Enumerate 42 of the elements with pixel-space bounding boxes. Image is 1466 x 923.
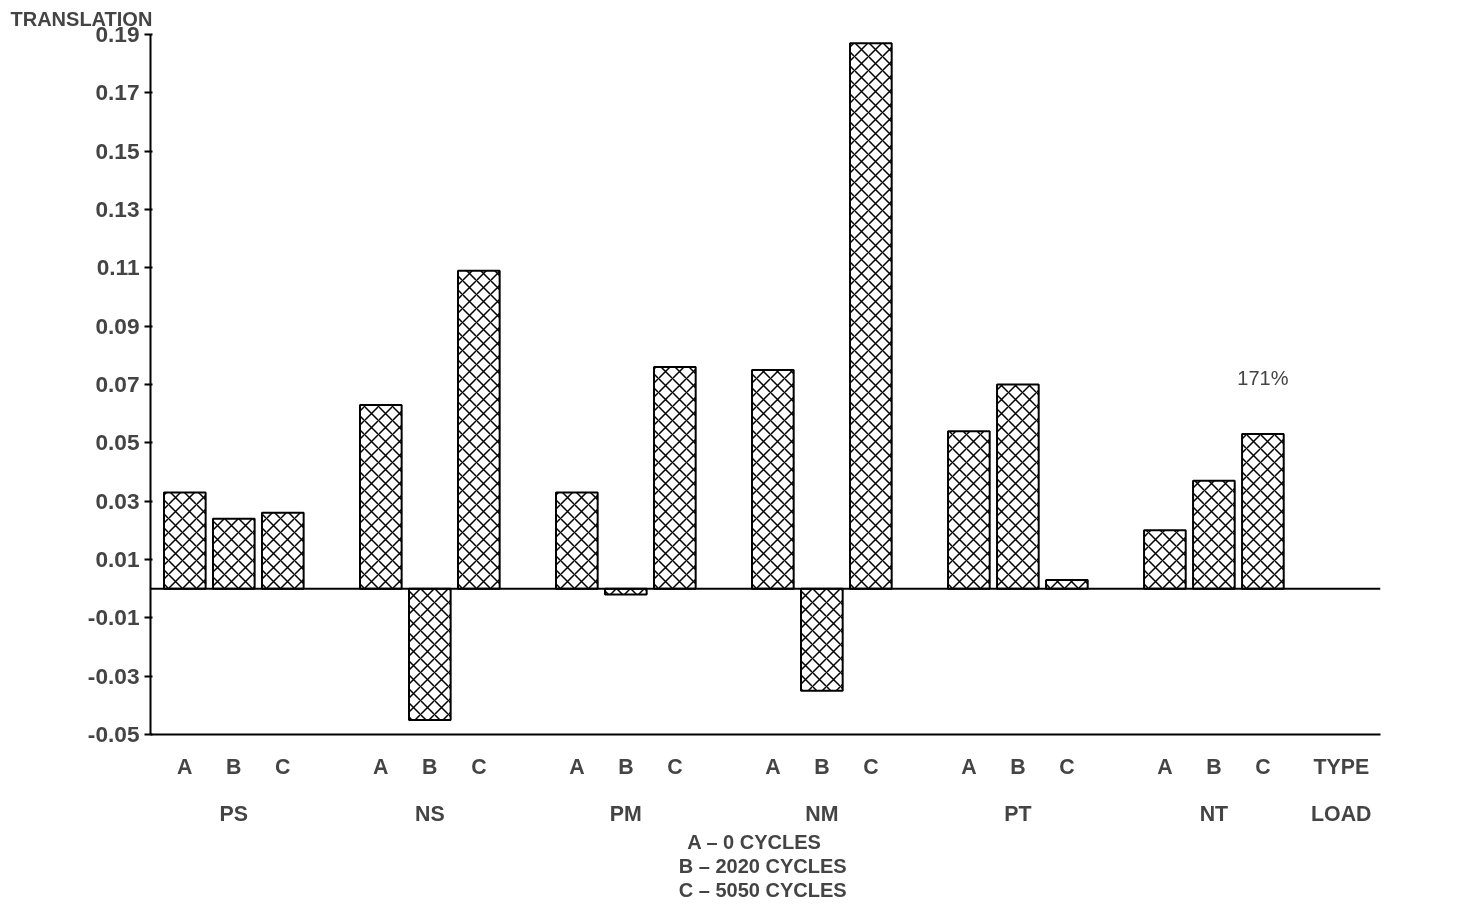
text: B – 2020 CYCLES (678, 854, 847, 877)
x-tick-label: B (226, 754, 242, 779)
x-tick-label: C (471, 754, 487, 779)
y-tick-label: 0.05 (95, 429, 140, 456)
x-tick-label: A (569, 754, 585, 779)
text: PT (1004, 801, 1032, 826)
x-tick-label: A (765, 754, 781, 779)
x-tick-label: C (667, 754, 683, 779)
x-tick-label: A (1157, 754, 1173, 779)
y-tick-label: 0.17 (95, 79, 140, 106)
x-tick-label: B (1010, 754, 1026, 779)
x-tick-label: C (1255, 754, 1271, 779)
y-tick-label: 0.07 (95, 371, 140, 397)
y-tick-label: 0.01 (95, 546, 140, 572)
x-tick-label: A (961, 754, 977, 779)
text: C – 5050 CYCLES (678, 878, 847, 901)
text: TYPE (1313, 754, 1370, 779)
text: A – 0 CYCLES (687, 830, 821, 853)
y-tick-label: 0.09 (95, 312, 140, 339)
y-tick-label: -0.05 (87, 721, 140, 747)
text: NT (1199, 801, 1229, 826)
text: PM (609, 801, 642, 826)
x-tick-label: B (422, 754, 438, 779)
y-tick-label: 0.03 (95, 487, 140, 514)
x-tick-label: B (618, 754, 634, 779)
text: PS (219, 801, 249, 826)
annotation: 171% (1237, 367, 1289, 390)
x-tick-label: A (373, 754, 389, 779)
x-tick-label: C (275, 754, 291, 779)
text: LOAD (1311, 801, 1372, 826)
text: NS (415, 801, 445, 826)
y-tick-label: -0.03 (87, 662, 140, 689)
x-tick-label: C (863, 754, 879, 779)
y-tick-label: 0.15 (95, 137, 140, 164)
text: NM (805, 801, 839, 826)
x-tick-label: C (1059, 754, 1075, 779)
y-tick-label: -0.01 (87, 604, 140, 631)
x-tick-label: B (814, 754, 830, 779)
y-tick-label: 0.11 (96, 254, 140, 281)
x-tick-label: B (1206, 754, 1222, 779)
y-tick-label: 0.13 (95, 196, 140, 222)
x-tick-label: A (177, 754, 193, 779)
